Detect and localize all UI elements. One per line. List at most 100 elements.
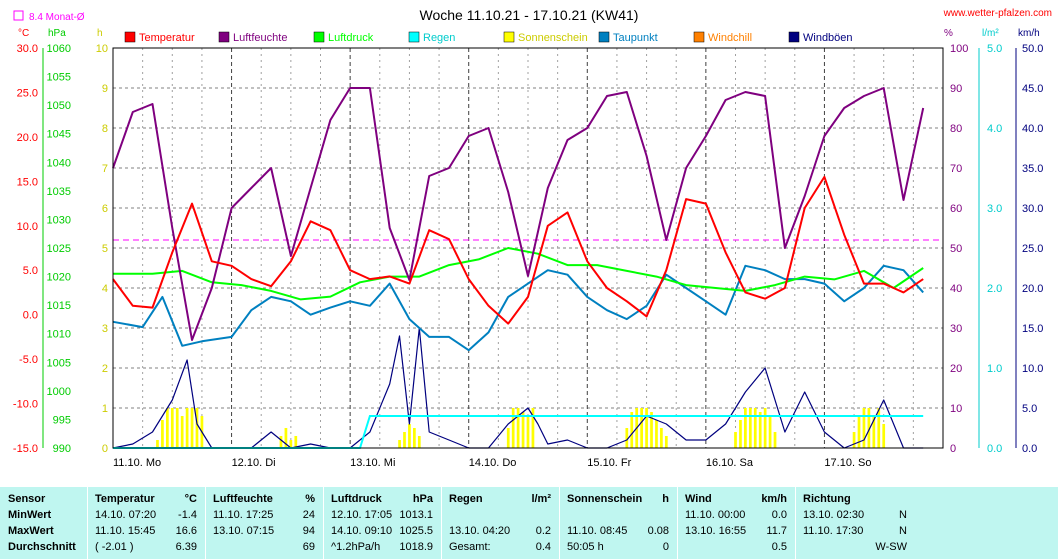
stats-cell-value: N (899, 525, 907, 537)
stats-cell-value: 0.2 (535, 525, 551, 537)
sunshine-bar (872, 416, 876, 448)
stats-cell-value: 1025.5 (399, 525, 433, 537)
y-tick-label: 1.0 (987, 363, 1002, 375)
stats-row-label: Durchschnitt (8, 541, 76, 553)
sunshine-bar (640, 408, 643, 448)
sunshine-bar (413, 428, 416, 448)
sunshine-bar (408, 424, 411, 448)
dewpoint-line (112, 264, 924, 352)
stats-cell-date: 11.10. 17:30 (803, 525, 864, 537)
y-tick-label: 1055 (47, 72, 71, 84)
stats-row: ^1.2hPa/h 1018.9 (323, 539, 441, 555)
stats-col-header: Wind km/h (677, 491, 795, 507)
x-tick-label: 14.10. Do (469, 457, 517, 469)
y-tick-label: 995 (53, 414, 71, 426)
y-tick-label: 9 (102, 83, 108, 95)
monthly-avg-marker-icon (13, 10, 24, 21)
stats-col-3: Luftdruck hPa 12.10. 17:05 1013.1 14.10. 09:… (323, 487, 441, 559)
stats-row: 69 (205, 539, 323, 555)
humidity-unit-label: % (944, 28, 953, 39)
legend-swatch (218, 31, 230, 43)
legend-label: Temperatur (139, 32, 195, 44)
legend-swatch (788, 31, 800, 43)
stats-col-name: Richtung (803, 493, 851, 505)
stats-row: 11.10. 17:25 24 (205, 507, 323, 523)
y-tick-label: 0 (102, 443, 108, 455)
sunshine-bar (190, 408, 194, 448)
stats-col-5: Sonnenschein h 11.10. 08:45 0.08 50:05 h 0 (559, 487, 677, 559)
stats-row: Durchschnitt (0, 539, 87, 555)
stats-col-6: Wind km/h 11.10. 00:00 0.0 13.10. 16:55 11.7 0… (677, 487, 795, 559)
sunshine-bar (156, 440, 159, 448)
sunshine-bar (195, 408, 199, 448)
y-tick-label: 100 (950, 43, 968, 55)
sunshine-bar (882, 424, 886, 448)
chart-axes: 11.10. Mo 12.10. Di 13.10. Mi 14.10. Do 15.1… (13, 43, 1044, 469)
x-tick-label: 12.10. Di (232, 457, 276, 469)
stats-cell-date: ^1.2hPa/h (331, 541, 381, 553)
stats-row: 11.10. 08:45 0.08 (559, 523, 677, 539)
stats-cell-date: 11.10. 00:00 (685, 509, 746, 521)
y-tick-label: 70 (950, 163, 962, 175)
temp-unit-label: °C (18, 28, 29, 39)
y-tick-label: 0 (950, 443, 956, 455)
sunshine-bar (630, 412, 634, 448)
stats-row: 13.10. 04:20 0.2 (441, 523, 559, 539)
stats-col-2: Luftfeuchte% 11.10. 17:25 24 13.10. 07:15 94… (205, 487, 323, 559)
y-tick-label: 1050 (47, 100, 71, 112)
y-tick-label: 1030 (47, 214, 71, 226)
y-tick-label: 5.0 (23, 265, 38, 277)
stats-cell-value: 1018.9 (399, 541, 433, 553)
chart-legend: Temperatur Luftfeuchte Luftdruck Regen Sonne… (124, 31, 853, 44)
sunshine-bar (852, 432, 856, 448)
temperature-line (112, 175, 924, 325)
stats-col-4: Regen l/m² 13.10. 04:20 0.2 Gesamt: 0.4 (441, 487, 559, 559)
sunshine-bar (650, 412, 653, 448)
x-tick-label: 15.10. Fr (587, 457, 631, 469)
wind-unit-label: km/h (1018, 28, 1040, 39)
sunshine-bar (165, 408, 169, 448)
stats-cell-date: 11.10. 08:45 (567, 525, 628, 537)
chart-grid (113, 48, 943, 448)
stats-cell-date: 13.10. 04:20 (449, 525, 511, 537)
y-tick-label: 15.0 (1022, 323, 1043, 335)
stats-col-header: Temperatur °C (87, 491, 205, 507)
stats-cell-value: 94 (302, 525, 315, 537)
stats-row: 11.10. 00:00 0.0 (677, 507, 795, 523)
legend-label: Luftfeuchte (233, 32, 287, 44)
stats-col-unit: °C (184, 493, 197, 505)
y-tick-label: -15.0 (13, 443, 38, 455)
y-tick-label: 1060 (47, 43, 71, 55)
legend-swatch (503, 31, 515, 43)
y-tick-label: 1005 (47, 357, 71, 369)
y-tick-label: 4.0 (987, 123, 1002, 135)
y-tick-label: 7 (102, 163, 108, 175)
x-tick-label: 13.10. Mi (350, 457, 395, 469)
sunshine-bar (857, 416, 861, 448)
stats-col-name: Wind (685, 493, 712, 505)
stats-separator (559, 487, 560, 559)
legend-label: Windböen (803, 32, 853, 44)
sunshine-bar (734, 432, 737, 448)
stats-cell-date: 14.10. 07:20 (95, 509, 157, 521)
stats-col-unit: l/m² (531, 493, 551, 505)
sunshine-bar (403, 432, 406, 448)
sunshine-bar (521, 412, 525, 448)
y-tick-label: 3.0 (987, 203, 1002, 215)
x-tick-label: 11.10. Mo (113, 457, 161, 469)
stats-row-label: MaxWert (8, 525, 54, 537)
site-link[interactable]: www.wetter-pfalzen.com (943, 8, 1052, 19)
y-tick-label: 6 (102, 203, 108, 215)
y-tick-label: 20.0 (1022, 283, 1043, 295)
sunshine-bar (773, 432, 777, 448)
stats-row: 11.10. 15:45 16.6 (87, 523, 205, 539)
sunshine-bar (758, 412, 762, 448)
y-tick-label: 0.0 (1022, 443, 1037, 455)
y-tick-label: 25.0 (1022, 243, 1043, 255)
y-tick-label: 1000 (47, 386, 71, 398)
y-tick-label: 20.0 (17, 132, 38, 144)
y-tick-label: 30 (950, 323, 962, 335)
y-tick-label: 50 (950, 243, 962, 255)
stats-separator (205, 487, 206, 559)
stats-col-7: Richtung 13.10. 02:30 N 11.10. 17:30 N W-SW (795, 487, 915, 559)
